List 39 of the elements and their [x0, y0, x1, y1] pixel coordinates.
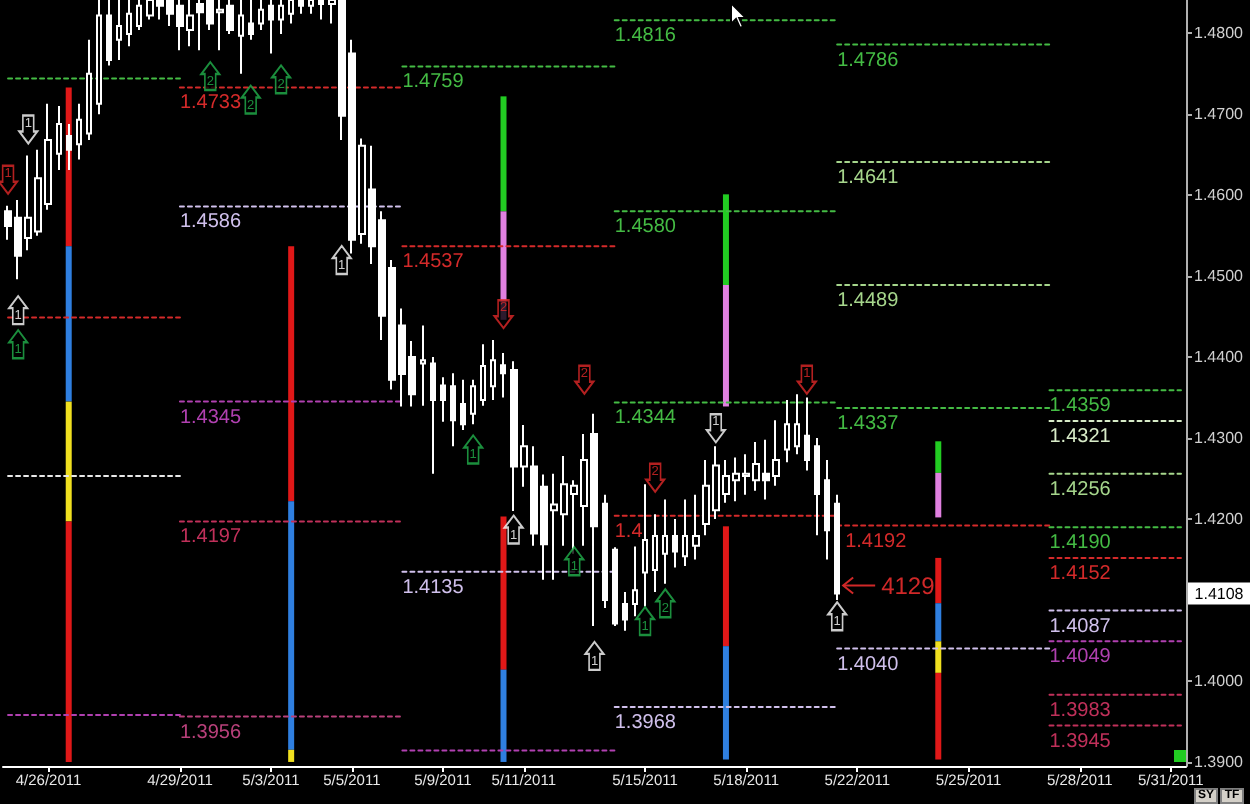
- series-label: 1.4087: [1049, 615, 1112, 638]
- series-label: 1.4190: [1049, 532, 1112, 555]
- series-label: 1.4192: [845, 530, 908, 553]
- annotation: 4129: [881, 571, 936, 600]
- y-tick-label: 1.3900: [1194, 752, 1245, 771]
- series-label: 1.4345: [179, 406, 242, 429]
- y-tick-label: 1.4300: [1194, 429, 1245, 448]
- series-label: 1.4321: [1049, 426, 1112, 449]
- series-label: 1.4759: [402, 71, 465, 94]
- series-label: 1.4816: [614, 25, 677, 48]
- y-tick-label: 1.4500: [1194, 267, 1245, 286]
- series-label: 1.4337: [837, 413, 900, 436]
- series-label: 1.4537: [402, 251, 465, 274]
- series-label: 1.4197: [179, 526, 242, 549]
- series-label: 1.3983: [1049, 699, 1112, 722]
- y-tick-label: 1.4400: [1194, 348, 1245, 367]
- y-tick-label: 1.4000: [1194, 671, 1245, 690]
- series-label: 1.3968: [614, 711, 677, 734]
- y-tick-label: 1.4600: [1194, 186, 1245, 205]
- series-label: 1.4786: [837, 49, 900, 72]
- series-label: 1.4489: [837, 290, 900, 313]
- series-label: 1.4586: [179, 211, 242, 234]
- annotation: 1.4108: [1194, 584, 1245, 603]
- series-label: 1.4049: [1049, 646, 1112, 669]
- series-label: 1.4641: [837, 166, 900, 189]
- series-label: 1.4152: [1049, 562, 1112, 585]
- series-label: 1.4: [614, 520, 644, 543]
- series-label: 1.4040: [837, 653, 900, 676]
- y-tick-label: 1.4700: [1194, 105, 1245, 124]
- series-label: 1.4344: [614, 407, 677, 430]
- series-label: 1.3945: [1049, 730, 1112, 753]
- series-label: 1.4733: [179, 92, 242, 115]
- series-label: 1.4359: [1049, 395, 1112, 418]
- series-label: 1.4135: [402, 576, 465, 599]
- series-label: 1.4256: [1049, 478, 1112, 501]
- y-tick-label: 1.4800: [1194, 24, 1245, 43]
- y-tick-label: 1.4200: [1194, 510, 1245, 529]
- series-label: 1.3956: [179, 721, 242, 744]
- series-label: 1.4580: [614, 216, 677, 239]
